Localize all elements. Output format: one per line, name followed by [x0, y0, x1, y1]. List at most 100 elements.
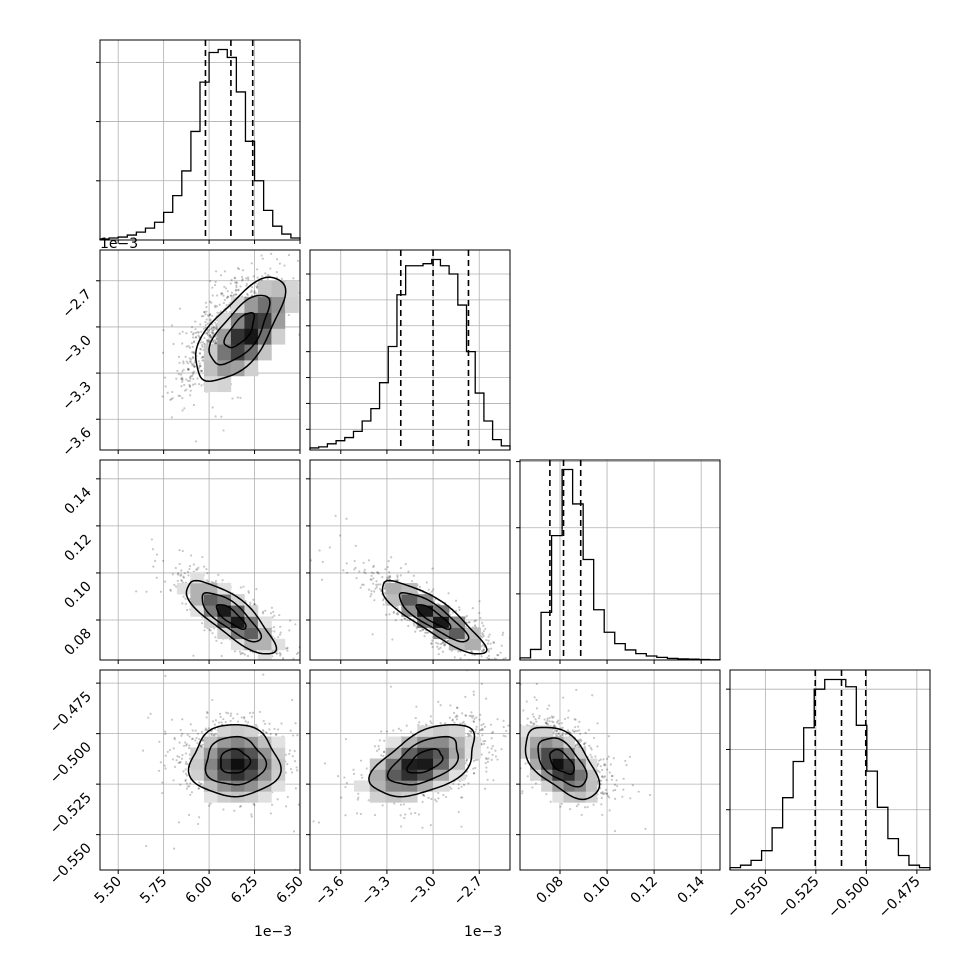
density-cell	[284, 296, 299, 313]
sample-point	[268, 722, 271, 725]
sample-point	[184, 772, 188, 775]
sample-point	[320, 578, 324, 581]
sample-point	[376, 571, 379, 574]
density-cell	[230, 360, 245, 377]
sample-point	[396, 613, 400, 616]
sample-point	[424, 631, 427, 634]
density-cell	[203, 780, 218, 792]
sample-point	[412, 574, 415, 577]
sample-point	[383, 586, 387, 589]
sample-point	[260, 279, 263, 282]
sample-point	[430, 590, 433, 593]
sample-point	[182, 595, 185, 598]
sample-point	[218, 712, 222, 715]
sample-point	[502, 725, 505, 729]
sample-point	[464, 762, 467, 765]
sample-point	[191, 737, 194, 740]
sample-point	[178, 332, 181, 335]
density-cell	[230, 616, 245, 628]
sample-point	[480, 667, 482, 669]
sample-point	[291, 755, 294, 758]
sample-point	[187, 367, 190, 370]
sample-point	[482, 634, 485, 638]
sample-point	[294, 623, 297, 626]
sample-point	[199, 745, 202, 748]
sample-point	[169, 398, 172, 401]
sample-point	[199, 352, 202, 355]
sample-point	[149, 712, 152, 715]
sample-point	[164, 767, 167, 770]
sample-point	[223, 298, 226, 302]
sample-point	[402, 803, 406, 806]
sample-point	[355, 577, 358, 580]
sample-point	[188, 567, 191, 571]
sample-point	[261, 257, 264, 260]
sample-point	[208, 313, 212, 316]
sample-point	[170, 324, 174, 327]
sample-point	[280, 277, 284, 280]
density-cell	[217, 605, 232, 617]
sample-point	[241, 279, 244, 282]
sample-point	[199, 783, 202, 786]
sample-point	[209, 629, 212, 632]
sample-point	[269, 267, 272, 270]
sample-point	[475, 716, 478, 719]
sample-point	[284, 753, 287, 756]
sample-point	[201, 356, 205, 359]
sample-point	[241, 269, 245, 272]
sample-point	[419, 629, 422, 633]
density-cell	[271, 296, 286, 313]
sample-point	[285, 805, 288, 808]
sample-point	[135, 590, 138, 593]
sample-point	[194, 336, 197, 339]
sample-point	[265, 731, 269, 735]
sample-point	[253, 602, 256, 605]
sample-point	[206, 339, 209, 342]
sample-point	[176, 579, 179, 583]
sample-point	[396, 574, 399, 577]
sample-point	[245, 277, 248, 280]
sample-point	[482, 643, 485, 647]
sample-point	[342, 569, 345, 572]
density-cell	[257, 616, 272, 628]
density-cell	[217, 791, 232, 803]
sample-point	[315, 664, 317, 666]
contour-line	[194, 276, 287, 383]
sample-point	[328, 546, 331, 549]
sample-point	[421, 800, 424, 804]
density-cell	[244, 791, 259, 803]
sample-point	[270, 606, 273, 609]
sample-point	[191, 383, 195, 386]
sample-point	[247, 278, 250, 281]
sample-point	[367, 559, 371, 562]
sample-point	[170, 718, 174, 721]
sample-point	[210, 331, 213, 334]
sample-point	[504, 657, 507, 660]
sample-point	[215, 639, 218, 642]
panel-background	[730, 670, 930, 870]
sample-point	[203, 336, 206, 340]
sample-point	[375, 583, 378, 586]
sample-point	[177, 373, 181, 376]
sample-point	[178, 562, 181, 566]
sample-point	[501, 631, 505, 634]
sample-point	[211, 294, 214, 297]
sample-point	[226, 295, 229, 298]
sample-point	[374, 587, 377, 590]
sample-point	[212, 339, 215, 342]
sample-point	[182, 368, 185, 371]
sample-point	[191, 364, 194, 367]
sample-point	[189, 793, 192, 796]
sample-point	[479, 713, 482, 716]
density-cell	[257, 769, 272, 781]
sample-point	[186, 379, 190, 382]
sample-point	[247, 721, 250, 724]
sample-point	[293, 759, 297, 763]
sample-point	[239, 396, 242, 399]
sample-point	[222, 301, 225, 305]
sample-point	[235, 281, 238, 285]
sample-point	[199, 348, 203, 351]
sample-point	[208, 333, 212, 337]
sample-point	[399, 567, 402, 570]
